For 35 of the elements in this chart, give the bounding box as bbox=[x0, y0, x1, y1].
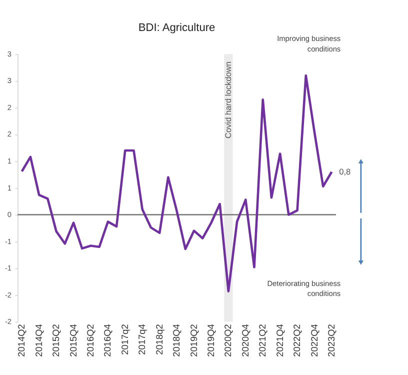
x-tick-label: 2018Q4 bbox=[172, 324, 182, 357]
y-tick-label: 2 bbox=[7, 130, 12, 139]
y-tick-label: -2 bbox=[4, 317, 12, 326]
x-tick-label: 2022Q2 bbox=[292, 324, 302, 357]
x-tick-label: 2021Q4 bbox=[274, 324, 285, 357]
y-tick-label: 1 bbox=[7, 183, 12, 192]
band-label: Covid hard lockdown bbox=[223, 61, 234, 139]
y-tick-label: 3 bbox=[7, 49, 12, 58]
x-tick-label: 2014Q2 bbox=[16, 324, 27, 357]
y-tick-label: -2 bbox=[4, 290, 12, 300]
x-tick-label: 2016Q2 bbox=[85, 324, 96, 357]
x-tick-label: 2020Q2 bbox=[223, 324, 234, 357]
y-tick-label: 3 bbox=[7, 76, 12, 86]
x-tick-label: 2017q2 bbox=[120, 324, 130, 355]
y-tick-label: 2 bbox=[7, 102, 12, 112]
y-tick-label: -1 bbox=[4, 264, 12, 273]
x-tick-label: 2017q4 bbox=[137, 324, 148, 355]
x-tick-label: 2015Q4 bbox=[68, 324, 78, 357]
x-tick-label: 2023Q2 bbox=[326, 324, 336, 357]
data-label: 0,8 bbox=[339, 166, 351, 177]
x-tick-label: 2018q2 bbox=[154, 324, 164, 355]
text: Improving business conditions bbox=[277, 34, 341, 54]
y-tick-label: 0 bbox=[7, 210, 12, 220]
y-tick-label: 1 bbox=[7, 156, 12, 166]
y-tick-label: -1 bbox=[4, 236, 12, 246]
x-tick-label: 2021Q2 bbox=[258, 324, 268, 357]
x-tick-label: 2019Q4 bbox=[206, 324, 216, 357]
annotation: Deteriorating business conditions bbox=[267, 278, 341, 298]
x-tick-label: 2020Q4 bbox=[240, 324, 250, 357]
x-tick-label: 2015Q2 bbox=[51, 324, 62, 357]
x-tick-label: 2022Q4 bbox=[309, 324, 320, 357]
x-tick-label: 2019Q2 bbox=[188, 324, 199, 357]
x-tick-label: 2016Q4 bbox=[102, 324, 113, 357]
chart-title: BDI: Agriculture bbox=[138, 22, 216, 34]
x-tick-label: 2014Q4 bbox=[34, 324, 44, 357]
